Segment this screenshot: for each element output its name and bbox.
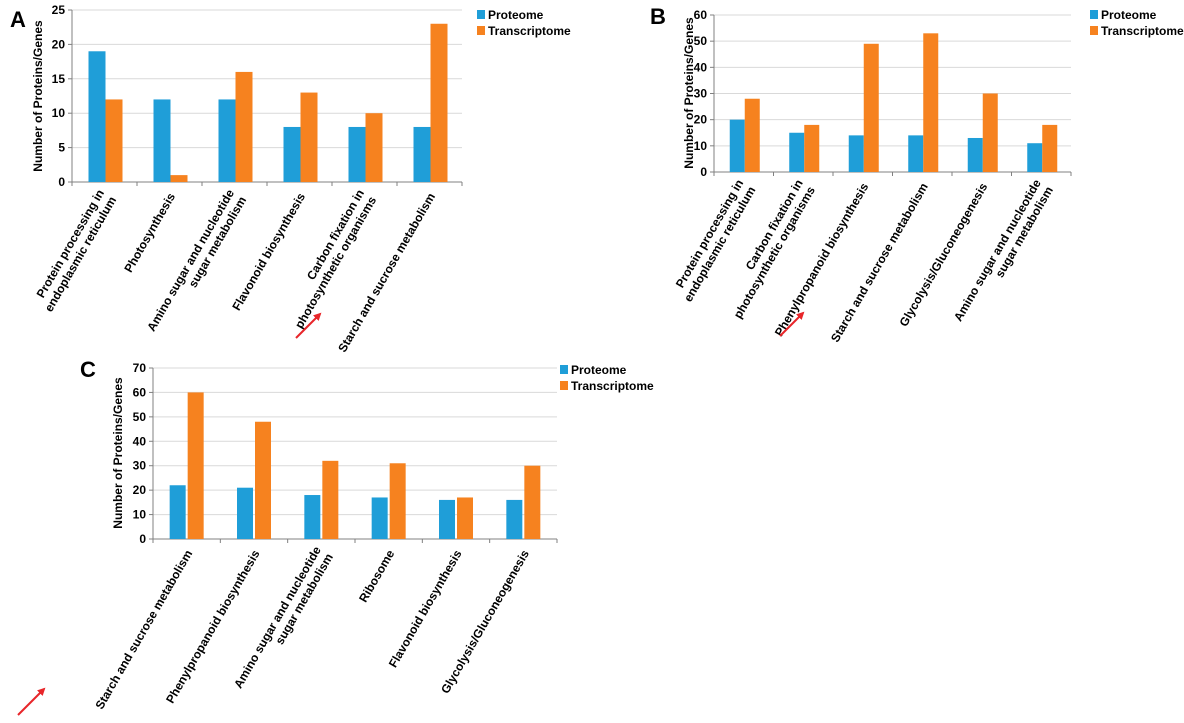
y-tick-label: 50 [133, 410, 147, 424]
legend-swatch-transcriptome [477, 26, 485, 35]
bar-transcriptome-2 [235, 71, 253, 182]
bar-proteome-1 [237, 487, 253, 539]
bar-transcriptome-3 [300, 92, 318, 182]
y-tick-label: 10 [694, 139, 708, 153]
bar-transcriptome-0 [187, 392, 204, 539]
category-label: Flavonoid biosynthesis [386, 547, 465, 670]
bar-proteome-5 [506, 499, 523, 539]
bar-transcriptome-2 [322, 460, 339, 539]
legend-label-transcriptome: Transcriptome [1101, 24, 1184, 38]
y-tick-label: 15 [52, 72, 66, 86]
bar-transcriptome-5 [1042, 124, 1058, 172]
highlight-arrow [779, 311, 805, 337]
legend-swatch-transcriptome [560, 381, 568, 390]
y-tick-label: 20 [133, 483, 147, 497]
legend-swatch-proteome [560, 365, 568, 374]
bar-transcriptome-0 [105, 99, 123, 182]
y-tick-label: 0 [700, 165, 707, 179]
legend-label-proteome: Proteome [1101, 8, 1157, 22]
category-label: Protein processing inendoplasmic reticul… [669, 177, 759, 304]
legend-label-transcriptome: Transcriptome [571, 379, 654, 393]
y-tick-label: 40 [694, 60, 708, 74]
bar-proteome-4 [348, 126, 366, 182]
bar-proteome-5 [1027, 143, 1043, 172]
bar-transcriptome-1 [804, 124, 820, 172]
y-axis-title: Number of Proteins/Genes [682, 17, 696, 169]
y-axis-title: Number of Proteins/Genes [31, 20, 45, 172]
bar-transcriptome-3 [389, 463, 406, 539]
bar-transcriptome-0 [744, 98, 760, 172]
bar-proteome-1 [789, 132, 805, 172]
bar-transcriptome-5 [430, 23, 448, 183]
y-tick-label: 0 [139, 532, 146, 546]
y-tick-label: 40 [133, 434, 147, 448]
y-tick-label: 5 [58, 141, 65, 155]
y-tick-label: 10 [133, 508, 147, 522]
bar-proteome-2 [218, 99, 236, 182]
y-tick-label: 0 [58, 175, 65, 189]
bar-proteome-0 [169, 485, 186, 539]
bar-proteome-1 [153, 99, 171, 182]
bar-transcriptome-4 [365, 113, 383, 182]
highlight-arrow [295, 312, 322, 339]
highlight-arrow [17, 687, 46, 716]
category-label: Protein processing inendoplasmic reticul… [30, 187, 120, 314]
bar-transcriptome-1 [170, 175, 188, 182]
panel-letter: C [80, 357, 96, 382]
bar-proteome-4 [967, 137, 983, 172]
bar-proteome-3 [908, 135, 924, 172]
y-tick-label: 30 [133, 459, 147, 473]
chart-panel-a: A 0 5 10 15 20 25 Number of Proteins/Genes Prote… [10, 3, 571, 355]
y-tick-label: 70 [133, 361, 147, 375]
chart-panel-c: C 0 10 20 30 40 50 60 70 Number of Proteins/Genes… [17, 357, 654, 716]
panel-letter: A [10, 7, 26, 32]
bar-proteome-5 [413, 126, 431, 182]
legend-label-transcriptome: Transcriptome [488, 24, 571, 38]
y-tick-label: 20 [52, 37, 66, 51]
bar-transcriptome-1 [255, 421, 271, 539]
panel-letter: B [650, 4, 666, 29]
y-tick-label: 60 [133, 385, 147, 399]
bar-proteome-4 [439, 499, 455, 539]
legend-swatch-proteome [477, 10, 485, 19]
bar-transcriptome-5 [524, 465, 541, 539]
legend-label-proteome: Proteome [488, 8, 544, 22]
category-label-line: Ribosome [356, 547, 397, 605]
category-label: Ribosome [356, 547, 397, 605]
bar-proteome-2 [304, 495, 321, 539]
category-label-line: Flavonoid biosynthesis [386, 547, 465, 670]
y-tick-label: 10 [52, 106, 66, 120]
bar-transcriptome-4 [982, 93, 998, 172]
bar-transcriptome-3 [923, 33, 939, 172]
y-tick-label: 60 [694, 8, 708, 22]
bar-proteome-3 [283, 126, 301, 182]
bar-proteome-3 [371, 497, 388, 539]
legend-label-proteome: Proteome [571, 363, 627, 377]
y-tick-label: 20 [694, 113, 708, 127]
y-tick-label: 25 [52, 3, 66, 17]
category-label-line: Amino sugar and nucleotide [951, 177, 1044, 324]
bar-proteome-2 [848, 135, 864, 172]
bar-transcriptome-2 [863, 43, 879, 173]
y-tick-label: 50 [694, 34, 708, 48]
category-label-line: Starch and sucrose metabolism [828, 181, 931, 345]
bar-proteome-0 [88, 51, 106, 182]
category-label-line: Photosynthesis [121, 190, 178, 275]
legend-swatch-transcriptome [1090, 26, 1098, 35]
y-tick-label: 30 [694, 87, 708, 101]
legend-swatch-proteome [1090, 10, 1098, 19]
category-label: Photosynthesis [121, 190, 178, 275]
category-label: Starch and sucrose metabolism [828, 181, 931, 345]
y-axis-title: Number of Proteins/Genes [111, 377, 125, 529]
bar-proteome-0 [729, 119, 745, 172]
bar-transcriptome-4 [457, 497, 473, 539]
